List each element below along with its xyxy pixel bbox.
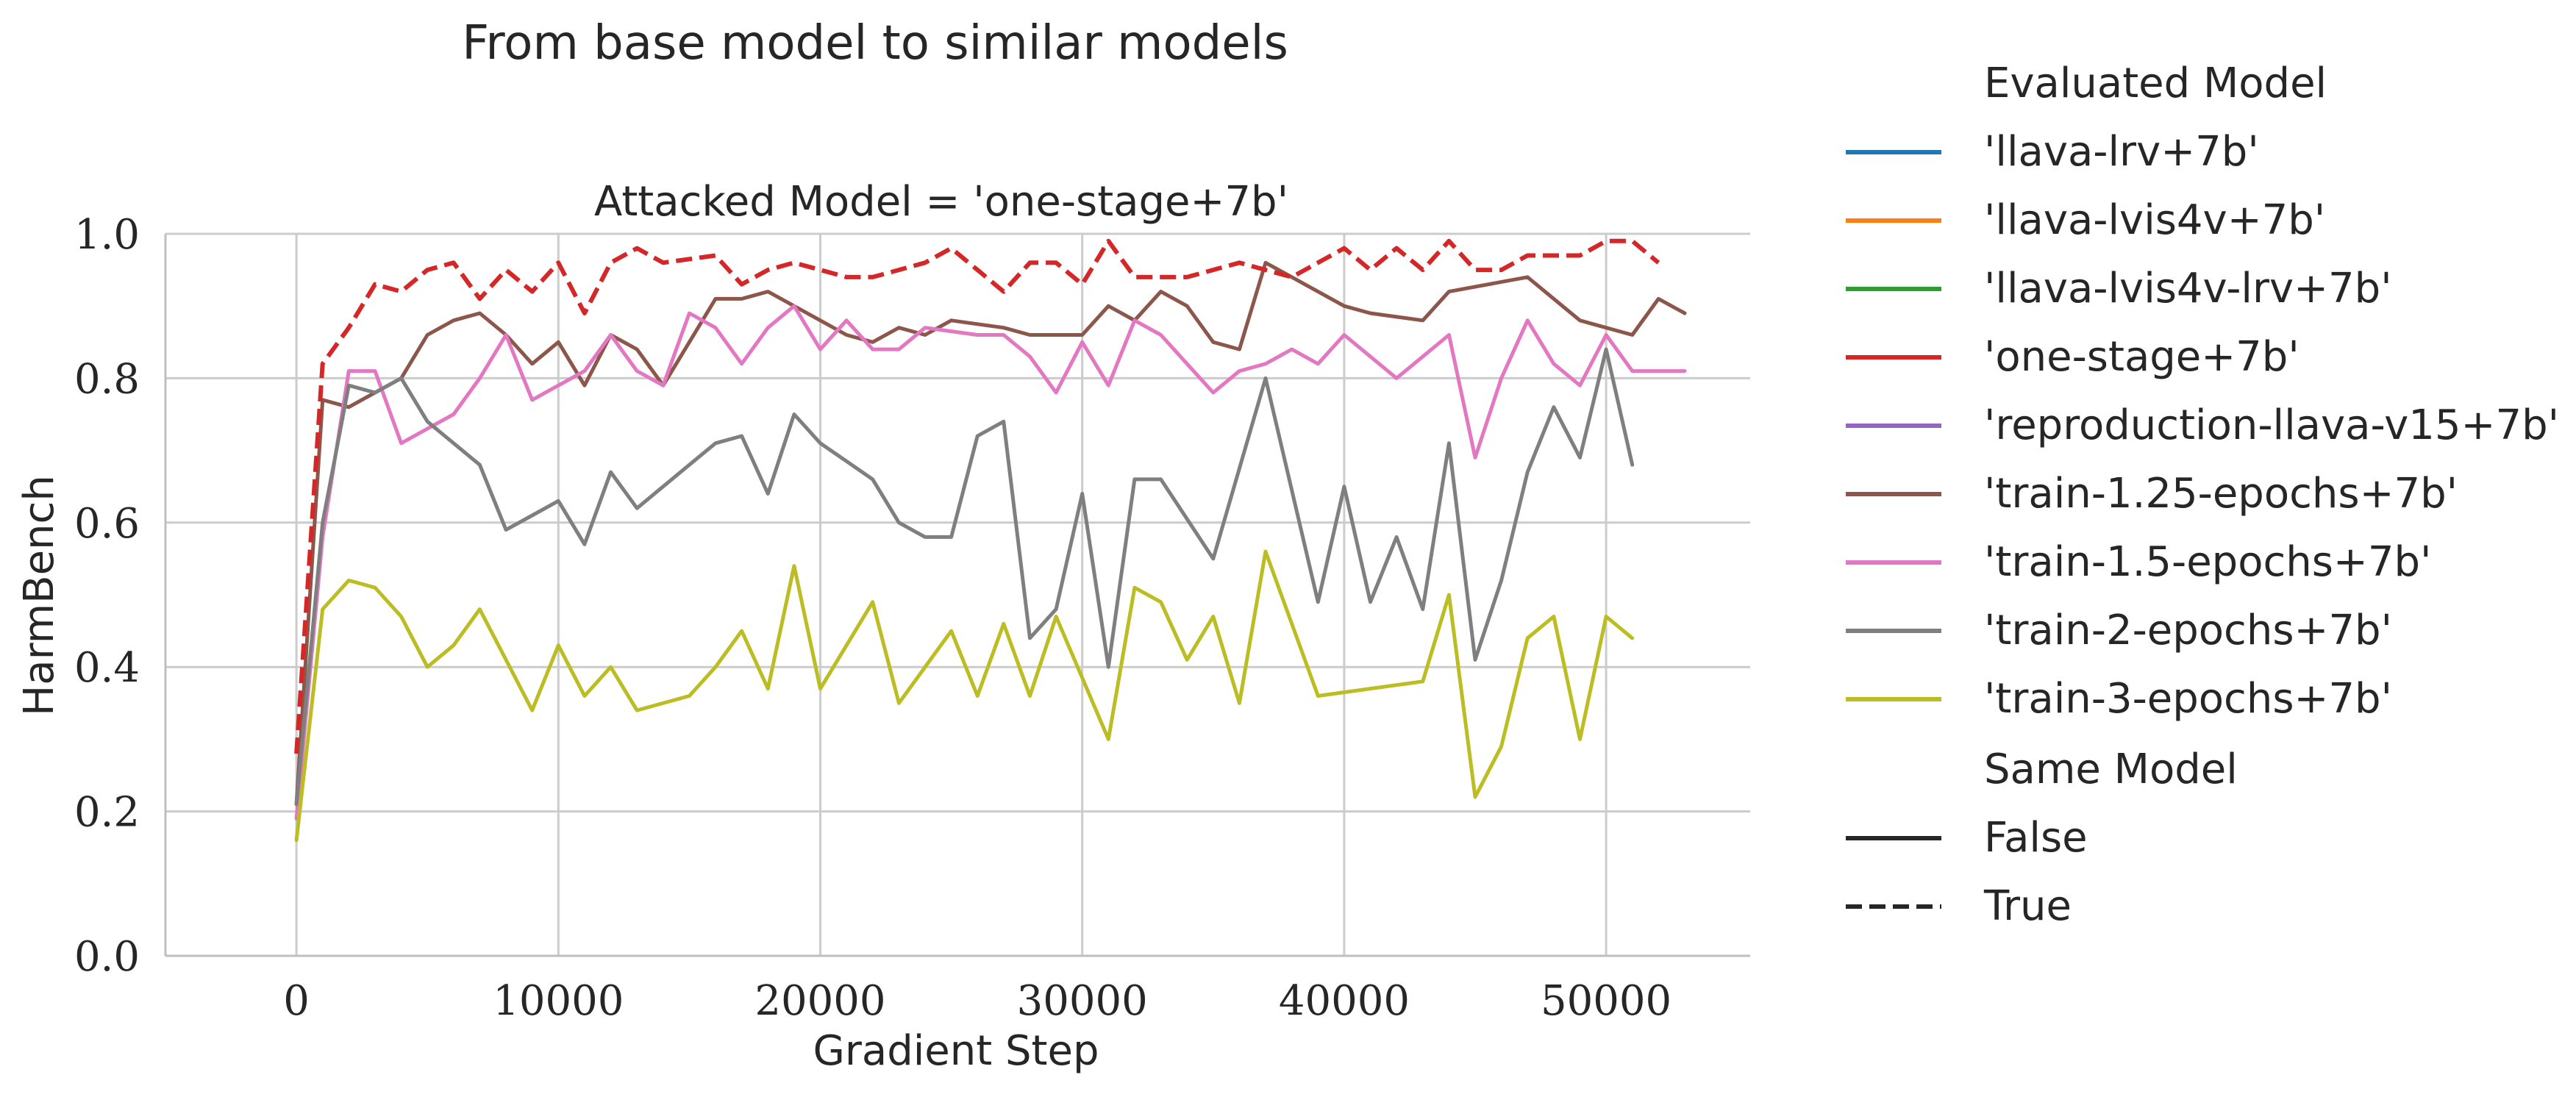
series-line (294, 260, 1687, 807)
legend-entry-label: 'train-1.5-epochs+7b' (1984, 538, 2431, 586)
y-tick-label: 0.2 (74, 789, 140, 837)
x-tick-label: 0 (283, 977, 310, 1025)
x-axis-label: Gradient Step (813, 1027, 1099, 1075)
y-tick-label: 0.0 (74, 933, 140, 981)
legend-entry-label: 'train-3-epochs+7b' (1984, 675, 2392, 723)
series-line (294, 347, 1635, 807)
legend-entry-label: 'train-1.25-epochs+7b' (1984, 470, 2458, 518)
legend-entry-label: 'reproduction-llava-v15+7b' (1984, 401, 2559, 449)
series-line (294, 304, 1687, 821)
legend-hue-title: Evaluated Model (1984, 60, 2327, 107)
x-tick-label: 30000 (1017, 977, 1148, 1025)
legend-entry-label: 'train-2-epochs+7b' (1984, 607, 2392, 654)
legend: Evaluated Model 'llava-lrv+7b' 'llava-lvi… (1846, 60, 2559, 930)
legend-style-label: False (1984, 814, 2088, 862)
legend-style-entries: False True (1846, 814, 2088, 930)
x-tick-labels: 0 10000 20000 30000 40000 50000 (283, 977, 1671, 1025)
x-tick-label: 10000 (493, 977, 624, 1025)
y-tick-label: 0.4 (74, 644, 140, 692)
y-tick-label: 1.0 (74, 211, 140, 259)
legend-entry-label: 'llava-lvis4v-lrv+7b' (1984, 265, 2392, 312)
y-axis-label: HarmBench (15, 475, 63, 716)
x-tick-label: 20000 (754, 977, 885, 1025)
legend-style-title: Same Model (1984, 746, 2238, 793)
series-line (294, 549, 1635, 843)
legend-entry-label: 'llava-lvis4v+7b' (1984, 196, 2325, 244)
y-tick-label: 0.8 (74, 355, 140, 403)
legend-entry-label: 'llava-lrv+7b' (1984, 128, 2259, 176)
axes (164, 234, 1750, 957)
y-tick-label: 0.6 (74, 500, 140, 548)
chart-title: From base model to similar models (462, 16, 1288, 71)
grid (165, 232, 1750, 957)
series-lines (294, 238, 1687, 843)
series-line (294, 238, 1660, 754)
legend-hue-entries: 'llava-lrv+7b' 'llava-lvis4v+7b' 'llava-lv… (1846, 128, 2559, 723)
legend-entry-label: 'one-stage+7b' (1984, 333, 2300, 381)
legend-style-label: True (1983, 882, 2072, 930)
y-tick-labels: 0.0 0.2 0.4 0.6 0.8 1.0 (74, 211, 140, 981)
x-tick-label: 40000 (1279, 977, 1410, 1025)
x-tick-label: 50000 (1541, 977, 1671, 1025)
subplot-title: Attacked Model = 'one-stage+7b' (594, 178, 1288, 226)
